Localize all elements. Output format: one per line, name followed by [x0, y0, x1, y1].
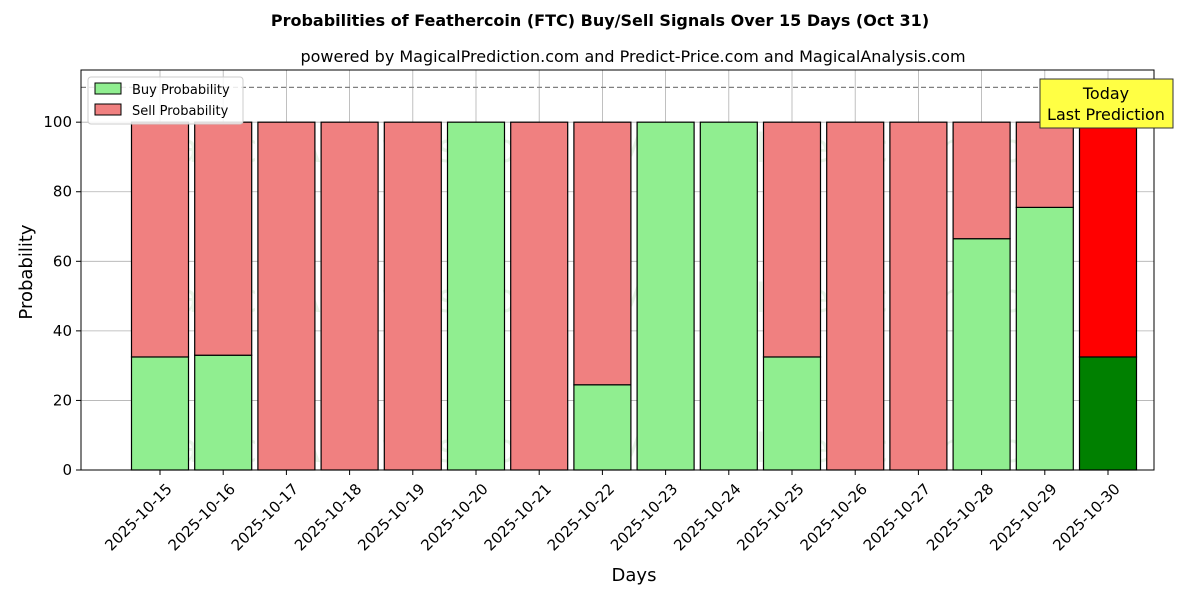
bar-sell-2025-10-21 [510, 121, 569, 471]
x-tick-label: 2025-10-22 [544, 480, 618, 554]
y-tick-label: 0 [62, 461, 72, 479]
x-tick-label: 2025-10-25 [733, 480, 807, 554]
bar-buy-2025-10-16 [194, 354, 253, 471]
bar-buy-2025-10-30 [1078, 356, 1138, 471]
bar-buy-2025-10-25 [762, 356, 822, 471]
x-tick-label: 2025-10-17 [228, 480, 302, 554]
bar-sell-2025-10-16 [194, 121, 253, 356]
bar-sell-2025-10-17 [257, 121, 316, 471]
bar-sell-2025-10-15 [130, 121, 190, 358]
x-tick-label: 2025-10-28 [923, 480, 997, 554]
x-tick-label: 2025-10-24 [670, 480, 744, 554]
annotation-today: Today Last Prediction [1039, 78, 1174, 129]
x-tick-label: 2025-10-30 [1049, 480, 1123, 554]
plot-frame [80, 69, 1155, 471]
annotation-line-1: Today [1082, 84, 1129, 103]
x-axis-label: Days [612, 565, 657, 586]
bar-sell-2025-10-28 [952, 121, 1011, 240]
x-tick-label: 2025-10-16 [165, 480, 239, 554]
x-axis: 2025-10-152025-10-162025-10-172025-10-18… [101, 470, 1124, 554]
bar-buy-2025-10-23 [636, 121, 695, 471]
x-tick-label: 2025-10-18 [291, 480, 365, 554]
y-axis: 0 20 40 60 80 100 [43, 113, 81, 479]
bar-sell-2025-10-19 [383, 121, 442, 471]
bar-buy-2025-10-15 [130, 356, 190, 471]
bar-sell-2025-10-27 [889, 121, 948, 471]
bar-buy-2025-10-29 [1015, 206, 1074, 471]
y-tick-label: 100 [43, 113, 72, 131]
bar-sell-2025-10-29 [1015, 121, 1074, 208]
annotation-line-2: Last Prediction [1047, 105, 1165, 124]
y-tick-label: 80 [53, 183, 72, 201]
x-tick-label: 2025-10-29 [986, 480, 1060, 554]
bar-sell-2025-10-26 [826, 121, 885, 471]
bar-buy-2025-10-28 [952, 238, 1011, 471]
x-tick-label: 2025-10-26 [797, 480, 871, 554]
y-tick-label: 40 [53, 322, 72, 340]
y-tick-label: 60 [53, 252, 72, 270]
x-tick-label: 2025-10-23 [607, 480, 681, 554]
chart-subtitle: powered by MagicalPrediction.com and Pre… [300, 47, 965, 66]
legend: Buy Probability Sell Probability [87, 76, 244, 125]
x-tick-label: 2025-10-19 [354, 480, 428, 554]
bars [130, 121, 1138, 471]
x-tick-label: 2025-10-27 [860, 480, 934, 554]
legend-label-sell: Sell Probability [132, 104, 229, 119]
x-tick-label: 2025-10-15 [101, 480, 175, 554]
bar-sell-2025-10-18 [320, 121, 379, 471]
bar-sell-2025-10-30 [1078, 121, 1138, 358]
chart-title: Probabilities of Feathercoin (FTC) Buy/S… [271, 11, 929, 30]
legend-swatch-buy [94, 82, 122, 95]
y-tick-label: 20 [53, 391, 72, 409]
x-tick-label: 2025-10-20 [417, 480, 491, 554]
x-tick-label: 2025-10-21 [481, 480, 555, 554]
bar-sell-2025-10-25 [762, 121, 822, 358]
legend-swatch-sell [94, 103, 122, 116]
bar-buy-2025-10-24 [699, 121, 758, 471]
bar-sell-2025-10-22 [573, 121, 632, 386]
bar-buy-2025-10-22 [573, 384, 632, 471]
bar-buy-2025-10-20 [446, 121, 506, 471]
y-axis-label: Probability [16, 224, 37, 319]
legend-label-buy: Buy Probability [132, 83, 230, 98]
